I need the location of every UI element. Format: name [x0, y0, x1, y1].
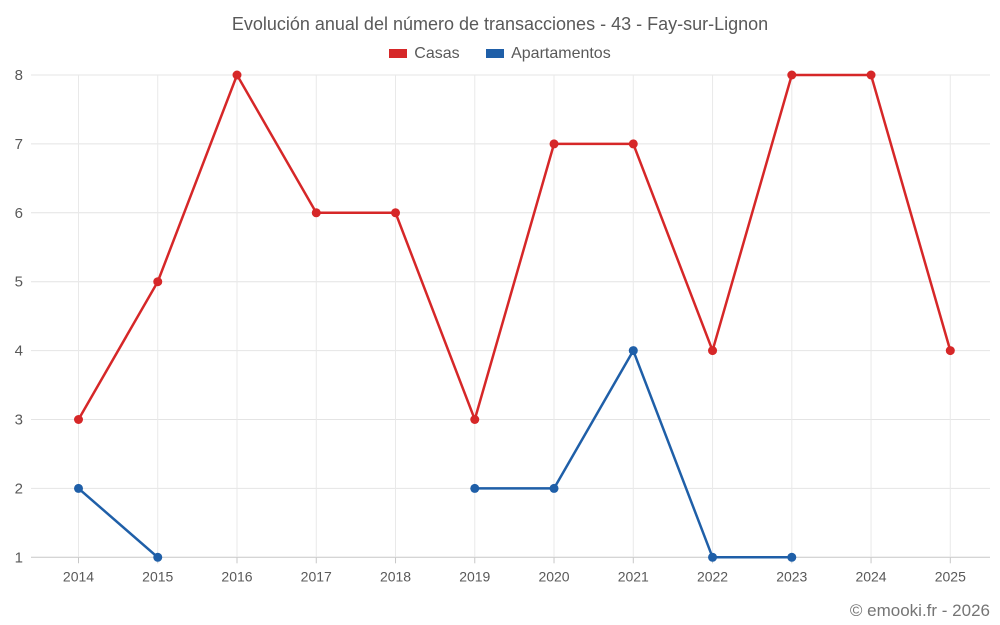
svg-text:2014: 2014 — [63, 568, 94, 584]
svg-text:2025: 2025 — [935, 568, 966, 584]
svg-text:3: 3 — [15, 412, 23, 429]
svg-text:5: 5 — [15, 274, 23, 291]
svg-text:2017: 2017 — [301, 568, 332, 584]
svg-text:2018: 2018 — [380, 568, 411, 584]
svg-text:8: 8 — [15, 67, 23, 84]
svg-text:1: 1 — [15, 549, 23, 566]
svg-text:2020: 2020 — [538, 568, 569, 584]
svg-text:2019: 2019 — [459, 568, 490, 584]
svg-text:2: 2 — [15, 480, 23, 497]
svg-text:2021: 2021 — [618, 568, 649, 584]
svg-text:7: 7 — [15, 136, 23, 153]
svg-text:2024: 2024 — [855, 568, 886, 584]
svg-text:2016: 2016 — [221, 568, 252, 584]
svg-text:2023: 2023 — [776, 568, 807, 584]
svg-text:2015: 2015 — [142, 568, 173, 584]
svg-text:2022: 2022 — [697, 568, 728, 584]
svg-text:6: 6 — [15, 205, 23, 222]
svg-text:4: 4 — [15, 343, 23, 360]
